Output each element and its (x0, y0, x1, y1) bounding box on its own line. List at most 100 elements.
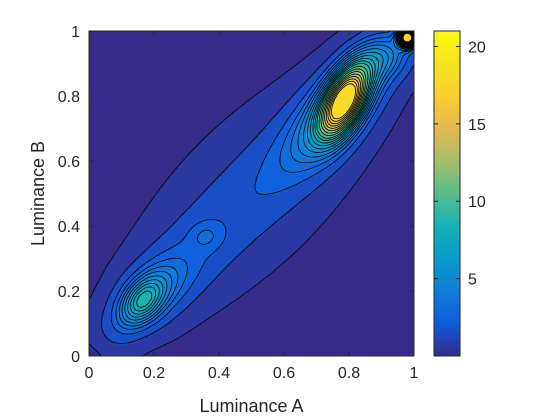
contour-band-cell (165, 285, 173, 289)
contour-lines (89, 31, 414, 356)
contour-band-cell (402, 69, 412, 73)
x-tick-label: 1 (410, 365, 419, 382)
contour-band-cell (189, 152, 241, 156)
contour-band-cell (118, 308, 123, 313)
contour-band-cell (319, 163, 329, 168)
contour-line (327, 31, 414, 125)
contour-band-cell (177, 282, 185, 286)
contour-band-cell (340, 131, 344, 135)
contour-band-cell (204, 288, 253, 292)
contour-band-cell (213, 231, 226, 236)
contour-band-cell (405, 33, 412, 38)
contour-band-cell (281, 152, 291, 156)
contour-band-cell (154, 323, 167, 328)
contour-band-cell (177, 163, 229, 168)
contour-band-cell (292, 184, 321, 189)
contour-band-cell (349, 48, 356, 53)
contour-line (316, 31, 414, 139)
contour-band-cell (372, 60, 380, 65)
contour-band-cell (322, 116, 326, 121)
contour-band-cell (381, 63, 389, 68)
contour-band-cell (121, 296, 126, 301)
contour-line (110, 31, 414, 335)
contour-band-cell (230, 161, 264, 165)
contour-band-cell (354, 81, 359, 85)
contour-band-cell (351, 140, 356, 144)
contour-band-cell (130, 264, 143, 268)
contour-band-cell (142, 317, 149, 322)
contour-band-cell (307, 128, 312, 133)
contour-band-cell (334, 87, 338, 91)
contour-band-cell (281, 149, 291, 153)
contour-band-cell (328, 63, 335, 68)
contour-band-cell (334, 51, 341, 56)
contour-band-cell (366, 42, 394, 47)
contour-band-cell (165, 258, 185, 263)
contour-line (101, 31, 414, 344)
contour-band-cell (337, 143, 344, 147)
contour-band-cell (89, 341, 117, 345)
contour-band-cell (118, 291, 123, 295)
contour-band-cell (340, 155, 353, 159)
contour-band-cell (133, 291, 137, 295)
contour-band-cell (360, 75, 365, 79)
contour-band-cell (133, 223, 173, 227)
contour-band-cell (224, 267, 279, 271)
contour-band-cell (378, 63, 383, 68)
contour-band-cell (366, 119, 371, 124)
contour-band-cell (251, 140, 276, 144)
contour-band-cell (366, 87, 371, 91)
contour-band-cell (171, 288, 176, 292)
contour-band-cell (177, 166, 229, 171)
contour-band-cell (195, 199, 303, 203)
contour-band-cell (286, 169, 300, 174)
contour-band-cell (180, 214, 285, 218)
contour-band-cell (156, 285, 164, 289)
contour-band-cell (210, 131, 261, 135)
contour-band-cell (372, 128, 391, 133)
contour-band-cell (148, 317, 152, 322)
contour-band-cell (174, 296, 182, 301)
contour-band-cell (97, 279, 120, 283)
contour-band-cell (221, 172, 258, 177)
contour-band-cell (130, 293, 134, 298)
contour-band-cell (387, 81, 394, 85)
contour-band-cell (148, 276, 164, 280)
contour-band-cell (162, 326, 196, 330)
contour-band-cell (393, 78, 406, 82)
contour-band-cell (304, 101, 309, 106)
contour-band-cell (151, 291, 158, 295)
contour-band-cell (369, 131, 391, 135)
contour-band-cell (384, 84, 391, 88)
contour-band-cell (174, 285, 182, 289)
contour-band-cell (195, 223, 226, 227)
contour-band-cell (165, 302, 170, 307)
contour-band-cell (304, 116, 309, 121)
contour-band-cell (269, 84, 303, 88)
plot-area (89, 31, 414, 356)
contour-band-cell (103, 267, 129, 271)
contour-band-cell (289, 152, 303, 156)
contour-band-cell (168, 305, 176, 310)
contour-band-cell (186, 276, 196, 280)
contour-band-cell (346, 66, 350, 70)
contour-band-cell (328, 90, 332, 94)
contour-band-cell (210, 240, 223, 245)
contour-band-cell (165, 178, 217, 183)
contour-band-cell (366, 78, 371, 82)
contour-band-cell (319, 169, 338, 174)
contour-band-cell (340, 84, 344, 88)
contour-band-cell (186, 291, 202, 295)
contour-band-cell (112, 323, 120, 328)
contour-band-cell (310, 107, 315, 112)
contour-band-cell (351, 134, 356, 138)
contour-band-cell (378, 84, 383, 88)
contour-band-cell (381, 48, 394, 53)
contour-band-cell (298, 101, 306, 106)
contour-band-cell (346, 39, 359, 44)
contour-band-cell (322, 181, 356, 186)
contour-band-cell (372, 125, 394, 130)
contour-band-cell (148, 270, 158, 274)
contour-band-cell (124, 305, 128, 310)
contour-band-cell (325, 104, 329, 109)
